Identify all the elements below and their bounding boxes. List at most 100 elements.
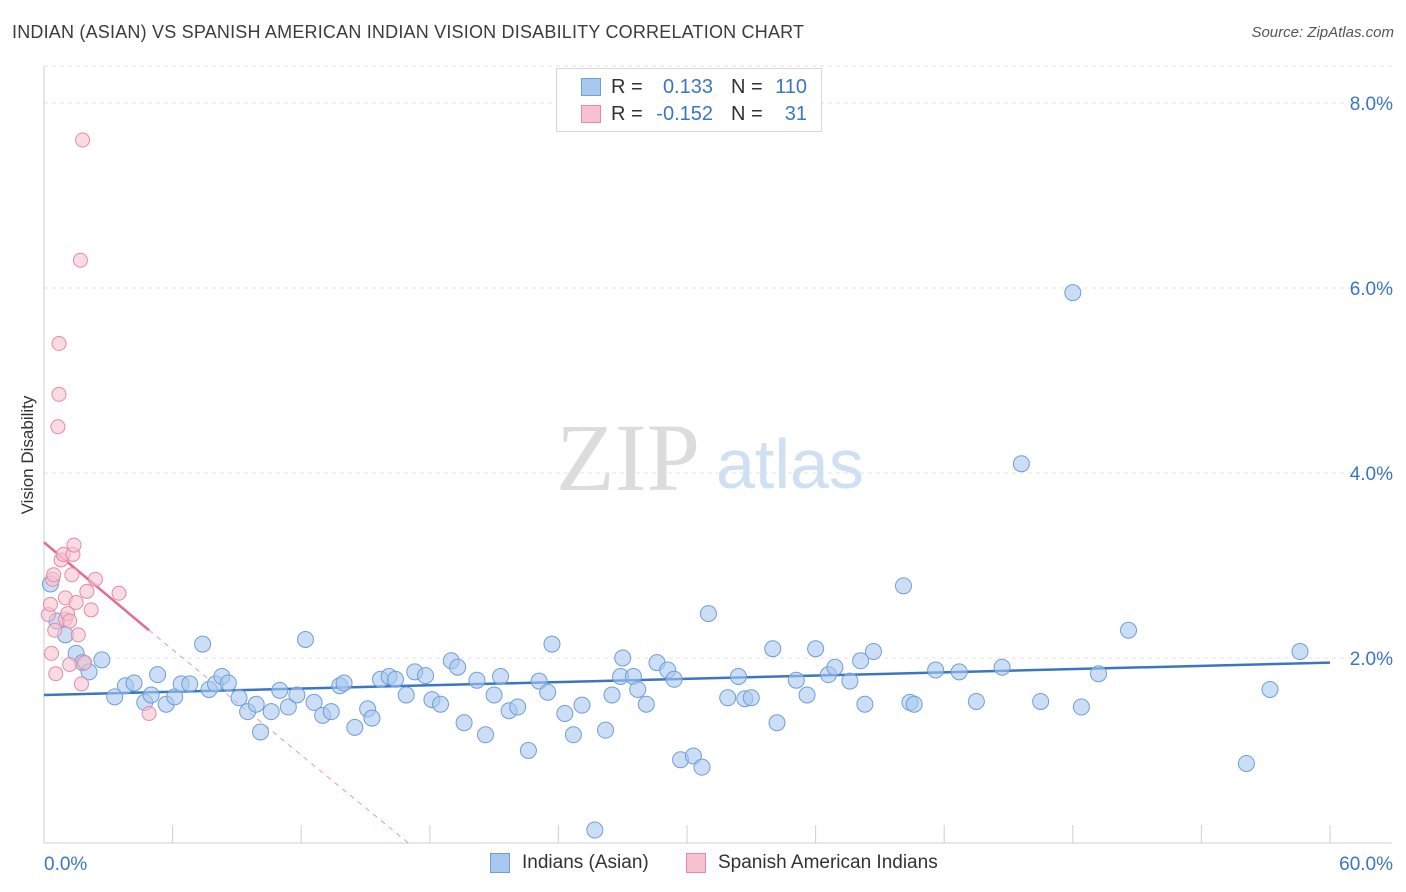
point-indians (335, 674, 353, 692)
legend-row-spanish: R = -0.152 N = 31 (581, 101, 807, 127)
point-spanish (66, 537, 82, 553)
x-tick-label-min: 0.0% (44, 854, 87, 875)
legend-r-label: R = (611, 102, 643, 125)
y-tick-label: 4.0% (1350, 464, 1393, 485)
legend-row-indians: R = 0.133 N = 110 (581, 74, 807, 100)
point-indians (719, 689, 737, 707)
point-indians (927, 661, 945, 679)
point-indians (271, 681, 289, 699)
point-indians (543, 635, 561, 653)
point-indians (492, 668, 510, 685)
point-indians (993, 658, 1011, 676)
point-indians (477, 726, 495, 744)
point-indians (586, 821, 604, 839)
grid-lines (44, 65, 1392, 659)
point-indians (387, 670, 405, 688)
point-indians (485, 686, 503, 704)
point-spanish (51, 386, 67, 402)
bottom-legend-swatch-blue (490, 853, 510, 873)
point-spanish (75, 132, 91, 148)
point-indians (181, 675, 199, 693)
point-spanish (62, 613, 78, 629)
point-indians (950, 663, 968, 681)
point-indians (322, 703, 340, 721)
point-spanish (111, 585, 127, 601)
y-tick-label: 2.0% (1350, 649, 1393, 670)
point-indians (864, 643, 882, 661)
point-indians (149, 666, 167, 684)
point-indians (1012, 455, 1030, 473)
point-indians (1090, 665, 1108, 683)
point-indians (106, 688, 124, 706)
source-label: Source: ZipAtlas.com (1251, 24, 1394, 41)
y-tick-label: 6.0% (1350, 279, 1393, 300)
point-spanish (83, 602, 99, 618)
point-indians (573, 696, 591, 714)
point-indians (296, 631, 314, 648)
point-indians (288, 686, 306, 704)
point-indians (852, 652, 870, 670)
point-indians (219, 674, 237, 692)
point-indians (699, 605, 717, 623)
point-indians (519, 742, 537, 759)
bottom-legend-indians[interactable]: Indians (Asian) (490, 851, 649, 875)
tick-labels: 2.0% 4.0% 6.0% 8.0% 0.0% 60.0% (44, 94, 1393, 875)
point-indians (637, 695, 655, 713)
point-spanish (50, 419, 66, 435)
point-indians (742, 689, 760, 707)
point-indians (693, 758, 711, 776)
point-indians (125, 674, 143, 692)
point-indians (556, 705, 574, 722)
point-spanish (79, 583, 95, 599)
point-indians (305, 693, 323, 711)
point-indians (856, 695, 874, 713)
legend-n-value: 31 (784, 102, 807, 125)
point-indians (230, 689, 248, 707)
point-indians (798, 686, 816, 704)
point-indians (1064, 284, 1082, 302)
point-indians (262, 703, 280, 721)
data-points (40, 132, 1309, 839)
point-indians (449, 658, 467, 676)
point-spanish (51, 336, 67, 351)
point-indians (629, 680, 647, 698)
point-indians (564, 726, 582, 744)
chart-title: INDIAN (ASIAN) VS SPANISH AMERICAN INDIA… (12, 22, 805, 42)
point-spanish (72, 252, 88, 268)
point-indians (967, 692, 985, 710)
point-spanish (68, 595, 84, 610)
point-indians (603, 686, 621, 704)
legend-r-value: 0.133 (662, 75, 713, 98)
legend-r-value: -0.152 (656, 102, 713, 125)
point-indians (614, 649, 632, 667)
point-indians (1237, 754, 1255, 772)
bottom-legend-spanish[interactable]: Spanish American Indians (686, 851, 938, 875)
point-spanish (141, 706, 157, 721)
correlation-legend: R = 0.133 N = 110 R = -0.152 N = 31 (556, 68, 822, 132)
point-indians (417, 667, 435, 685)
point-indians (397, 686, 415, 704)
legend-swatch-blue (581, 78, 601, 96)
point-spanish (48, 666, 64, 682)
point-spanish (74, 676, 90, 692)
point-indians (787, 671, 805, 689)
point-indians (764, 640, 782, 658)
point-indians (142, 686, 160, 704)
point-spanish (62, 656, 78, 672)
point-indians (1261, 680, 1279, 698)
axes (43, 66, 1392, 844)
point-spanish (64, 567, 80, 583)
point-indians (905, 695, 923, 713)
point-indians (363, 709, 381, 727)
legend-n-value: 110 (775, 75, 807, 98)
point-spanish (42, 596, 58, 612)
point-indians (807, 640, 825, 658)
watermark-atlas: atlas (716, 425, 864, 503)
bottom-legend-swatch-pink (686, 853, 706, 873)
point-indians (768, 714, 786, 732)
point-indians (665, 670, 683, 688)
point-indians (894, 577, 912, 595)
point-indians (509, 698, 527, 716)
legend-n-label: N = (731, 75, 763, 98)
